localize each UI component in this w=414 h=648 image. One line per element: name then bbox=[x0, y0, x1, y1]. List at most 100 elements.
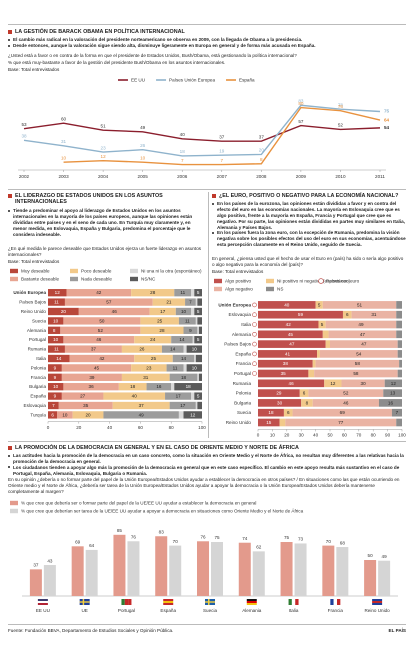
bar-segment bbox=[258, 350, 318, 358]
bar-segment bbox=[258, 399, 302, 407]
x-tick-label: 2007 bbox=[217, 174, 228, 179]
bar-segment bbox=[48, 326, 61, 334]
category-label: Portugal bbox=[234, 371, 251, 376]
bar-segment bbox=[384, 379, 402, 388]
data-label: 7 bbox=[396, 410, 399, 415]
data-label: 14 bbox=[56, 356, 62, 361]
data-label: 16 bbox=[156, 384, 162, 389]
data-label: 31 bbox=[371, 312, 377, 317]
legend-icon bbox=[318, 278, 324, 284]
bar-segment bbox=[121, 373, 170, 381]
bar-segment bbox=[397, 369, 402, 378]
data-label: 31 bbox=[143, 375, 149, 380]
bar-segment bbox=[194, 336, 202, 344]
bar bbox=[85, 549, 98, 596]
x-tick-label: 50 bbox=[327, 433, 333, 438]
data-label: 18 bbox=[130, 384, 136, 389]
data-label: 15 bbox=[266, 420, 272, 425]
bar-segment bbox=[328, 330, 397, 339]
legend-label: Países Unión Europea bbox=[169, 78, 215, 83]
data-label: 37 bbox=[33, 563, 39, 568]
data-label: 17 bbox=[160, 309, 166, 314]
data-label: 26 bbox=[140, 143, 146, 148]
bar-segment bbox=[258, 418, 280, 427]
data-label: 11 bbox=[54, 347, 59, 352]
data-label: 42 bbox=[286, 322, 292, 327]
data-label: 10 bbox=[192, 365, 198, 370]
data-label: 76 bbox=[338, 104, 344, 109]
bar-segment bbox=[319, 350, 398, 358]
euro-icon bbox=[252, 371, 257, 376]
category-label: Países Bajos bbox=[224, 342, 252, 347]
section-title: LA GESTIÓN DE BARACK OBAMA EN POLÍTICA I… bbox=[8, 29, 405, 35]
credit: EL PAÍS bbox=[388, 628, 406, 633]
flag bbox=[333, 599, 337, 605]
data-label: 5 bbox=[197, 337, 200, 342]
bullets: En los países de la eurozona, las opinio… bbox=[212, 201, 406, 248]
base: Base: Total entrevistados bbox=[8, 67, 60, 72]
category-label: Italia bbox=[289, 608, 299, 613]
category-label: Suecia bbox=[32, 318, 46, 323]
bar-segment bbox=[149, 307, 176, 316]
bar bbox=[238, 542, 251, 596]
bar-segment bbox=[183, 326, 198, 334]
legend-swatch bbox=[10, 268, 18, 274]
legend-label: España bbox=[239, 78, 255, 83]
data-label: 7 bbox=[189, 300, 192, 305]
bar-segment bbox=[183, 411, 202, 419]
bar-segment bbox=[383, 389, 402, 397]
bar-segment bbox=[134, 354, 173, 363]
bar-segment bbox=[161, 345, 184, 353]
bar-segment bbox=[308, 389, 384, 397]
legend-label: Países con euro bbox=[326, 279, 360, 284]
bar bbox=[113, 534, 126, 596]
x-tick-label: 30 bbox=[299, 433, 305, 438]
base: Base: Total entrevistados bbox=[8, 259, 60, 264]
bar bbox=[169, 545, 182, 596]
bar-segment bbox=[258, 359, 313, 368]
data-label: 75 bbox=[284, 535, 290, 540]
category-label: Reino Unido bbox=[364, 608, 390, 613]
data-label: 76 bbox=[131, 534, 137, 539]
bar-segment bbox=[325, 340, 330, 348]
data-label: 20 bbox=[259, 148, 265, 153]
bar-segment bbox=[391, 408, 402, 417]
bullet: Tiende a predominar el apoyo al liderazg… bbox=[8, 208, 204, 237]
legend-label: Bastante deseable bbox=[21, 277, 60, 282]
bar-segment bbox=[194, 307, 202, 316]
bar-segment bbox=[48, 317, 64, 325]
bar-segment bbox=[112, 401, 170, 410]
data-label: 40 bbox=[284, 302, 290, 307]
data-label: 42 bbox=[99, 356, 105, 361]
legend-label: NS bbox=[277, 287, 283, 292]
data-label: 26 bbox=[139, 347, 145, 352]
flag bbox=[372, 599, 383, 601]
chart: Algo positivo Ni positivo ni negativo (es… bbox=[214, 278, 406, 438]
data-label: 42 bbox=[96, 290, 102, 295]
data-label: 16 bbox=[388, 400, 394, 405]
bar-segment bbox=[299, 389, 309, 397]
bar bbox=[71, 546, 84, 596]
data-label: 68 bbox=[340, 540, 346, 545]
data-label: 75 bbox=[384, 109, 390, 114]
bar-segment bbox=[198, 326, 202, 334]
data-label: 37 bbox=[259, 134, 265, 139]
legend-swatch bbox=[10, 500, 18, 506]
data-label: 70 bbox=[173, 539, 179, 544]
bar-segment bbox=[318, 320, 326, 329]
x-tick-label: 10 bbox=[270, 433, 276, 438]
data-label: 47 bbox=[289, 342, 295, 347]
bar-segment bbox=[397, 350, 402, 358]
data-label: 38 bbox=[283, 361, 289, 366]
data-label: 10 bbox=[53, 384, 59, 389]
category-label: Alemania bbox=[242, 608, 262, 613]
bar-segment bbox=[191, 289, 195, 297]
category-label: Alemania bbox=[232, 332, 252, 337]
legend-label: % que cree que deberían ser tarea de la … bbox=[21, 508, 304, 514]
data-label: 85 bbox=[117, 528, 123, 533]
data-label: 12 bbox=[391, 381, 397, 386]
data-label: 8 bbox=[260, 157, 263, 162]
data-label: 14 bbox=[170, 347, 176, 352]
bar-segment bbox=[301, 399, 313, 407]
rule bbox=[8, 24, 406, 25]
